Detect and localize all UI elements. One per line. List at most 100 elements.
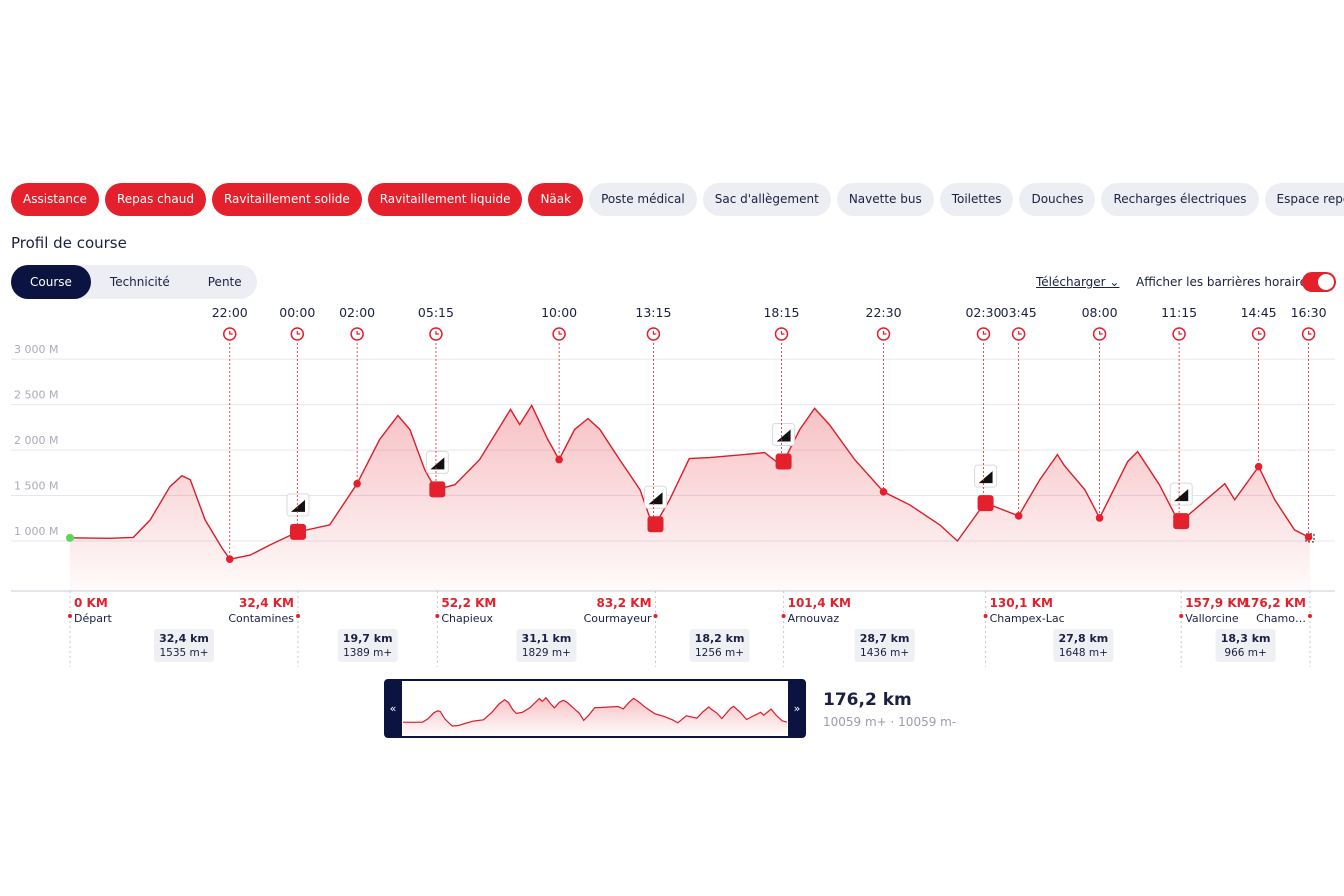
checkpoint-dot	[781, 614, 786, 618]
checkpoint-name: Contamines	[228, 612, 294, 625]
barrier-icon	[350, 327, 364, 341]
filter-chip[interactable]: Ravitaillement liquide	[367, 183, 523, 216]
filter-chip[interactable]: Repas chaud	[104, 183, 206, 216]
barrier-dot	[649, 524, 658, 532]
filter-chip[interactable]: Douches	[1019, 183, 1096, 216]
minimap-next[interactable]: »	[794, 702, 801, 715]
icon-box	[974, 464, 998, 488]
tab-bar: Course Technicité Pente	[11, 265, 257, 299]
filter-chip[interactable]: Espace repos	[1264, 183, 1344, 216]
icon	[648, 492, 663, 505]
barrier-time: 16:30	[1291, 305, 1327, 320]
tab[interactable]: Course	[11, 265, 91, 299]
minimap-next-button[interactable]	[788, 680, 805, 737]
barrier-time: 08:00	[1082, 305, 1118, 320]
barrier-dot	[432, 485, 440, 494]
filter-chip[interactable]: Ravitaillement solide	[211, 183, 362, 216]
segment-gain: 966 m+	[1224, 647, 1266, 659]
barrier-dot	[555, 455, 563, 464]
barrier-icon-hands	[1098, 331, 1103, 335]
barrier-time: 14:45	[1241, 305, 1277, 320]
checkpoint-name: Champex-Lac	[990, 612, 1065, 625]
tab[interactable]: Technicité	[109, 275, 170, 289]
elevation-area	[70, 405, 1310, 591]
barrier-icon-hands	[296, 331, 301, 335]
checkpoint-km: 83,2 KM	[596, 596, 651, 610]
checkpoint-dot	[296, 614, 301, 618]
barrier-dot	[293, 528, 302, 536]
filter-chip[interactable]: Recharges électriques	[1101, 183, 1259, 216]
y-tick-label: 1 000 M	[14, 525, 58, 538]
checkpoint-km: 0 KM	[74, 596, 108, 610]
checkpoint-km: 157,9 KM	[1185, 596, 1248, 610]
barrier-time: 05:15	[418, 305, 454, 320]
checkpoint-dot	[68, 614, 72, 618]
barrier-icon-hands	[1307, 331, 1312, 335]
barrier-dot	[879, 488, 888, 496]
checkpoint-dot	[435, 614, 440, 618]
download-label[interactable]: Télécharger	[1036, 275, 1106, 289]
segment-distance: 18,2 km	[695, 632, 745, 645]
barrier-icon	[876, 327, 891, 341]
barrier-time: 02:30	[965, 305, 1001, 320]
barrier-icon	[976, 327, 991, 341]
barrier-dot	[777, 461, 786, 470]
tab[interactable]: Pente	[207, 275, 242, 289]
barrier-icon	[290, 327, 305, 341]
barrier-time: 13:15	[635, 305, 671, 320]
barrier-dot	[1254, 462, 1263, 471]
barrier-dot	[1175, 519, 1183, 527]
icon-box	[772, 422, 796, 446]
icon-box	[425, 450, 449, 474]
icon	[1174, 489, 1189, 502]
barrier-icon	[646, 327, 661, 341]
toggle-knob	[1318, 274, 1334, 290]
barrier-icon	[1011, 327, 1026, 341]
icon	[776, 429, 791, 442]
segment-gain: 1829 m+	[522, 647, 571, 659]
filter-chip[interactable]: Poste médical	[589, 183, 697, 216]
checkpoint-km: 176,2 KM	[1243, 596, 1306, 610]
total-distance: 176,2 km	[823, 690, 912, 710]
minimap-area	[403, 697, 787, 735]
segment-box	[154, 629, 215, 662]
start-dot	[66, 533, 74, 542]
y-tick-label: 2 500 M	[14, 389, 58, 402]
filter-chip[interactable]: Toilettes	[939, 183, 1014, 216]
icon-box	[1169, 482, 1193, 506]
barrier-icon	[429, 327, 443, 341]
barrier-icon-hands	[652, 331, 657, 335]
checkpoint-km: 52,2 KM	[441, 596, 496, 610]
segment-distance: 27,8 km	[1059, 632, 1109, 645]
barrier-time: 03:45	[1001, 305, 1037, 320]
toggle-label: Afficher les barrières horaires	[1136, 275, 1314, 289]
filter-chip[interactable]: Näak	[528, 183, 584, 216]
barrier-icon	[1092, 327, 1107, 341]
barrier-icon	[1251, 327, 1266, 341]
segment-box	[337, 629, 398, 662]
barrier-icon-hands	[229, 331, 233, 335]
checkpoint-name: Arnouvaz	[788, 612, 840, 625]
icon	[430, 457, 445, 470]
segment-gain: 1648 m+	[1059, 647, 1108, 659]
minimap-prev-button[interactable]	[385, 680, 402, 737]
filter-chip[interactable]: Assistance	[11, 183, 99, 216]
barrier-time: 00:00	[279, 305, 315, 320]
segment-box	[1215, 629, 1276, 662]
barrier-dot	[1095, 514, 1104, 522]
icon-box	[286, 493, 310, 517]
checkpoint-name: Courmayeur	[584, 612, 652, 625]
barrier-icon-hands	[356, 331, 361, 335]
download-button[interactable]: Télécharger ⌄	[1036, 275, 1120, 289]
filter-chip[interactable]: Navette bus	[836, 183, 934, 216]
toggle-switch[interactable]	[1302, 272, 1336, 292]
barrier-time: 11:15	[1161, 305, 1197, 320]
filter-chip[interactable]: Sac d'allègement	[702, 183, 831, 216]
segment-distance: 32,4 km	[159, 632, 209, 645]
segment-distance: 19,7 km	[343, 632, 393, 645]
barrier-time: 02:00	[339, 305, 375, 320]
barrier-time: 22:00	[212, 305, 248, 320]
minimap-prev[interactable]: «	[390, 702, 397, 715]
